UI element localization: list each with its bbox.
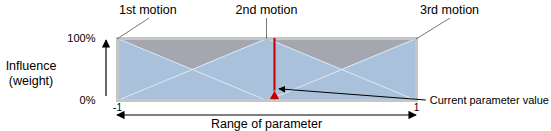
svg-text:-1: -1 [113, 102, 122, 113]
svg-text:0%: 0% [80, 94, 96, 106]
svg-text:100%: 100% [67, 32, 95, 44]
svg-text:1: 1 [414, 102, 420, 113]
svg-text:Current parameter value: Current parameter value [430, 94, 549, 106]
svg-text:1st motion: 1st motion [119, 3, 177, 17]
svg-text:3rd motion: 3rd motion [420, 3, 479, 17]
svg-text:2nd motion: 2nd motion [236, 3, 298, 17]
svg-text:Influence(weight): Influence(weight) [6, 59, 57, 88]
svg-text:Range of parameter: Range of parameter [211, 117, 322, 131]
